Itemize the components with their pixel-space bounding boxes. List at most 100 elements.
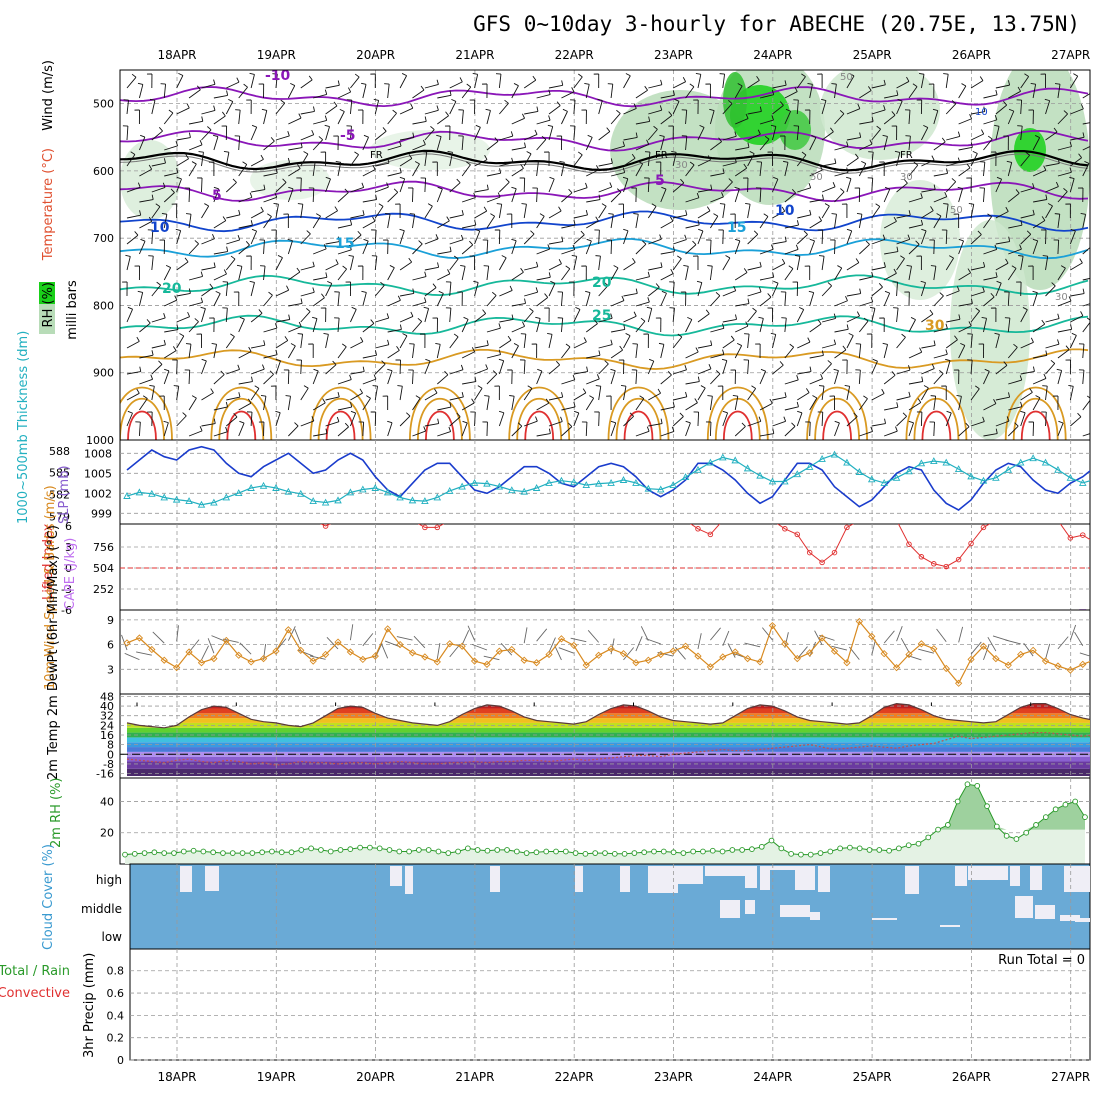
rh-point: [856, 845, 863, 852]
wind-barb-flag: [220, 370, 225, 375]
wind-barb: [759, 94, 774, 99]
wind-barb-flag: [474, 376, 477, 382]
wind-speed-point: [359, 655, 367, 664]
wind-barb: [846, 136, 861, 141]
wind-barb: [834, 191, 845, 203]
wind-barb: [138, 84, 144, 99]
wind-barb-flag: [242, 161, 247, 165]
wind-barb: [784, 346, 795, 359]
wind-barb: [772, 178, 779, 193]
wind-barb-flag: [449, 90, 452, 96]
surface-temp-loop: [722, 410, 753, 440]
wind-barb: [188, 397, 197, 411]
surface-wind-barb: [380, 643, 389, 659]
wind-barb-flag: [286, 285, 290, 291]
wind-barb-flag: [773, 280, 779, 284]
rh-point: [513, 848, 520, 855]
wind-barb: [1057, 328, 1072, 333]
wind-barb: [399, 158, 413, 167]
wind-barb-flag: [875, 203, 881, 207]
wind-barb: [1008, 406, 1022, 411]
wind-barb-flag: [865, 240, 870, 245]
wind-barb-flag: [608, 213, 614, 215]
wind-barb: [1057, 300, 1072, 307]
wind-barb-flag: [410, 103, 414, 109]
wind-barb-flag: [610, 313, 613, 319]
wind-barb: [250, 368, 265, 375]
wind-barb-flag: [788, 265, 794, 269]
wind-speed-point: [297, 646, 305, 654]
rh-point: [582, 850, 589, 857]
wind-barb: [449, 152, 453, 167]
wind-barb-flag: [842, 345, 847, 351]
wind-barb: [374, 130, 387, 141]
wind-barb-flag: [696, 280, 702, 283]
wind-barb: [970, 266, 985, 271]
wind-barb-flag: [906, 265, 912, 267]
wind-barb-flag: [759, 261, 762, 267]
wind-barb: [511, 167, 524, 177]
wind-barb-flag: [238, 392, 241, 398]
wind-barb: [350, 187, 364, 193]
wind-barb: [573, 309, 581, 323]
wind-barb: [312, 297, 325, 307]
rh-point: [1052, 806, 1059, 813]
wind-barb: [176, 158, 189, 167]
wind-barb-flag: [213, 418, 216, 424]
wind-barb-flag: [207, 126, 212, 131]
wind-barb-flag: [321, 293, 325, 298]
wind-speed-point: [1066, 666, 1074, 674]
wind-speed-point: [930, 645, 938, 653]
wind-barb-flag: [781, 258, 786, 264]
wind-barb-flag: [548, 89, 551, 95]
wind-barb-flag: [921, 376, 924, 382]
temp-contour: [120, 180, 1089, 203]
wind-barb: [672, 182, 685, 193]
wind-speed-point: [557, 635, 566, 643]
wind-barb-flag: [524, 298, 526, 304]
thickness-point: [383, 488, 392, 496]
wind-barb: [970, 133, 984, 141]
wind-barb-flag: [432, 283, 437, 288]
wind-barb-flag: [547, 244, 551, 250]
wind-barb-flag: [732, 395, 738, 397]
wind-barb: [201, 129, 212, 141]
wind-barb-flag: [1013, 343, 1018, 348]
wind-barb: [523, 79, 537, 89]
wind-barb-flag: [1020, 410, 1026, 414]
wind-barb-flag: [995, 272, 998, 278]
wind-barb: [449, 258, 459, 271]
wind-speed-point: [868, 632, 876, 640]
temp-band: [127, 737, 1090, 743]
wind-barb-flag: [930, 265, 936, 267]
wind-barb-flag: [447, 269, 451, 274]
surface-wind-barb: [222, 638, 239, 643]
thickness-point: [954, 465, 963, 473]
wind-barb-flag: [863, 395, 868, 400]
cloud-gap: [818, 866, 830, 892]
wind-barb-flag: [260, 206, 264, 212]
wind-barb-flag: [306, 308, 311, 312]
wind-barb-flag: [213, 186, 219, 190]
wind-barb: [1007, 347, 1018, 359]
wind-barb-flag: [199, 140, 203, 145]
wind-barb-flag: [418, 240, 423, 245]
wind-barb: [908, 422, 914, 437]
wind-barb-flag: [1094, 427, 1096, 432]
wind-barb: [635, 369, 638, 385]
wind-barb-flag: [486, 340, 489, 346]
wind-barb: [275, 319, 290, 323]
wind-barb: [461, 319, 469, 333]
wind-barb: [1008, 379, 1022, 385]
thickness-point: [272, 484, 280, 491]
wind-barb-flag: [758, 416, 762, 422]
wind-barb: [474, 313, 486, 323]
wind-barb: [945, 360, 951, 375]
wind-barb: [809, 240, 815, 255]
wind-barb: [1045, 285, 1056, 297]
wind-barb: [139, 322, 151, 333]
wind-barb: [188, 301, 203, 307]
wind-barb: [647, 152, 651, 167]
wind-barb-flag: [908, 210, 911, 216]
wind-barb: [1082, 303, 1090, 307]
